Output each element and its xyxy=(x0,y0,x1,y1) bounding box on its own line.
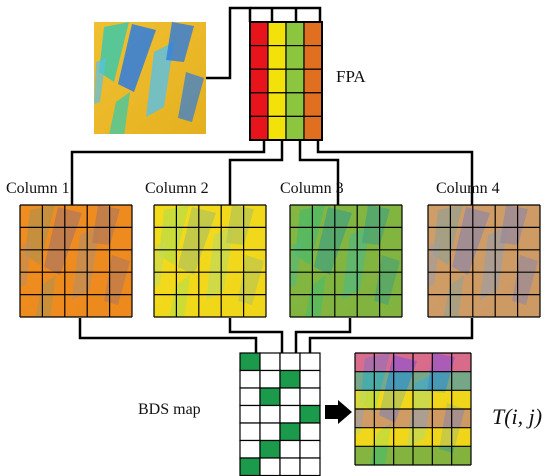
bds-map-cell xyxy=(279,387,301,407)
bds-map-cell-selected xyxy=(299,404,321,424)
column-grid-4 xyxy=(427,204,541,318)
column-label-3: Column 3 xyxy=(280,180,344,197)
bds-map-grid xyxy=(239,352,321,476)
bds-map-cell-selected xyxy=(259,387,281,407)
fpa-cell xyxy=(285,44,305,70)
fpa-cell xyxy=(267,68,287,94)
bds-map-cell xyxy=(299,352,321,372)
bds-map-cell xyxy=(299,387,321,407)
fpa-array xyxy=(249,21,323,141)
fpa-cell xyxy=(285,115,305,141)
right-arrow-icon xyxy=(325,400,352,424)
bds-map-cell xyxy=(299,457,321,476)
bds-map-cell xyxy=(259,422,281,442)
fpa-cell xyxy=(267,92,287,118)
fpa-cell xyxy=(249,68,269,94)
fpa-cell xyxy=(303,44,323,70)
fpa-label: FPA xyxy=(336,67,366,86)
column-label-2: Column 2 xyxy=(145,180,209,197)
column-grid-3 xyxy=(289,204,403,318)
bds-map-cell xyxy=(239,369,261,389)
bds-map-label: BDS map xyxy=(138,401,201,418)
output-grid xyxy=(354,352,472,466)
column-grid-2 xyxy=(153,204,267,318)
fpa-cell xyxy=(303,21,323,47)
bds-map-cell xyxy=(259,352,281,372)
fpa-cell xyxy=(267,115,287,141)
bds-map-cell xyxy=(259,457,281,476)
bds-map-cell-selected xyxy=(239,352,261,372)
bds-map-cell xyxy=(239,404,261,424)
fpa-cell xyxy=(267,21,287,47)
bds-map-cell xyxy=(239,387,261,407)
bds-map-cell xyxy=(279,457,301,476)
output-label: T(i, j) xyxy=(492,404,542,429)
bds-map-cell-selected xyxy=(259,439,281,459)
bds-map-cell-selected xyxy=(279,422,301,442)
fpa-cell xyxy=(249,21,269,47)
bds-map-cell xyxy=(279,352,301,372)
fpa-cell xyxy=(303,92,323,118)
bds-map-cell-selected xyxy=(279,369,301,389)
fpa-cell xyxy=(249,92,269,118)
fpa-cell xyxy=(285,68,305,94)
connector-lines xyxy=(70,6,474,353)
bds-map-cell xyxy=(259,404,281,424)
fpa-cell xyxy=(249,115,269,141)
fpa-cell xyxy=(303,115,323,141)
column-grids xyxy=(19,204,541,318)
bds-map-cell xyxy=(239,439,261,459)
bds-map-cell xyxy=(279,439,301,459)
bds-map-cell xyxy=(259,369,281,389)
fpa-cell xyxy=(267,44,287,70)
bds-map-cell xyxy=(299,422,321,442)
fpa-cell xyxy=(285,92,305,118)
fpa-cell xyxy=(249,44,269,70)
bds-map-cell xyxy=(299,439,321,459)
fpa-cell xyxy=(285,21,305,47)
column-label-4: Column 4 xyxy=(436,180,500,197)
column-grid-1 xyxy=(19,204,133,318)
column-label-1: Column 1 xyxy=(6,180,70,197)
bds-map-cell-selected xyxy=(239,457,261,476)
bds-map-cell xyxy=(279,404,301,424)
bds-map-cell xyxy=(299,369,321,389)
bds-map-cell xyxy=(239,422,261,442)
scene-image xyxy=(94,22,206,134)
fpa-cell xyxy=(303,68,323,94)
